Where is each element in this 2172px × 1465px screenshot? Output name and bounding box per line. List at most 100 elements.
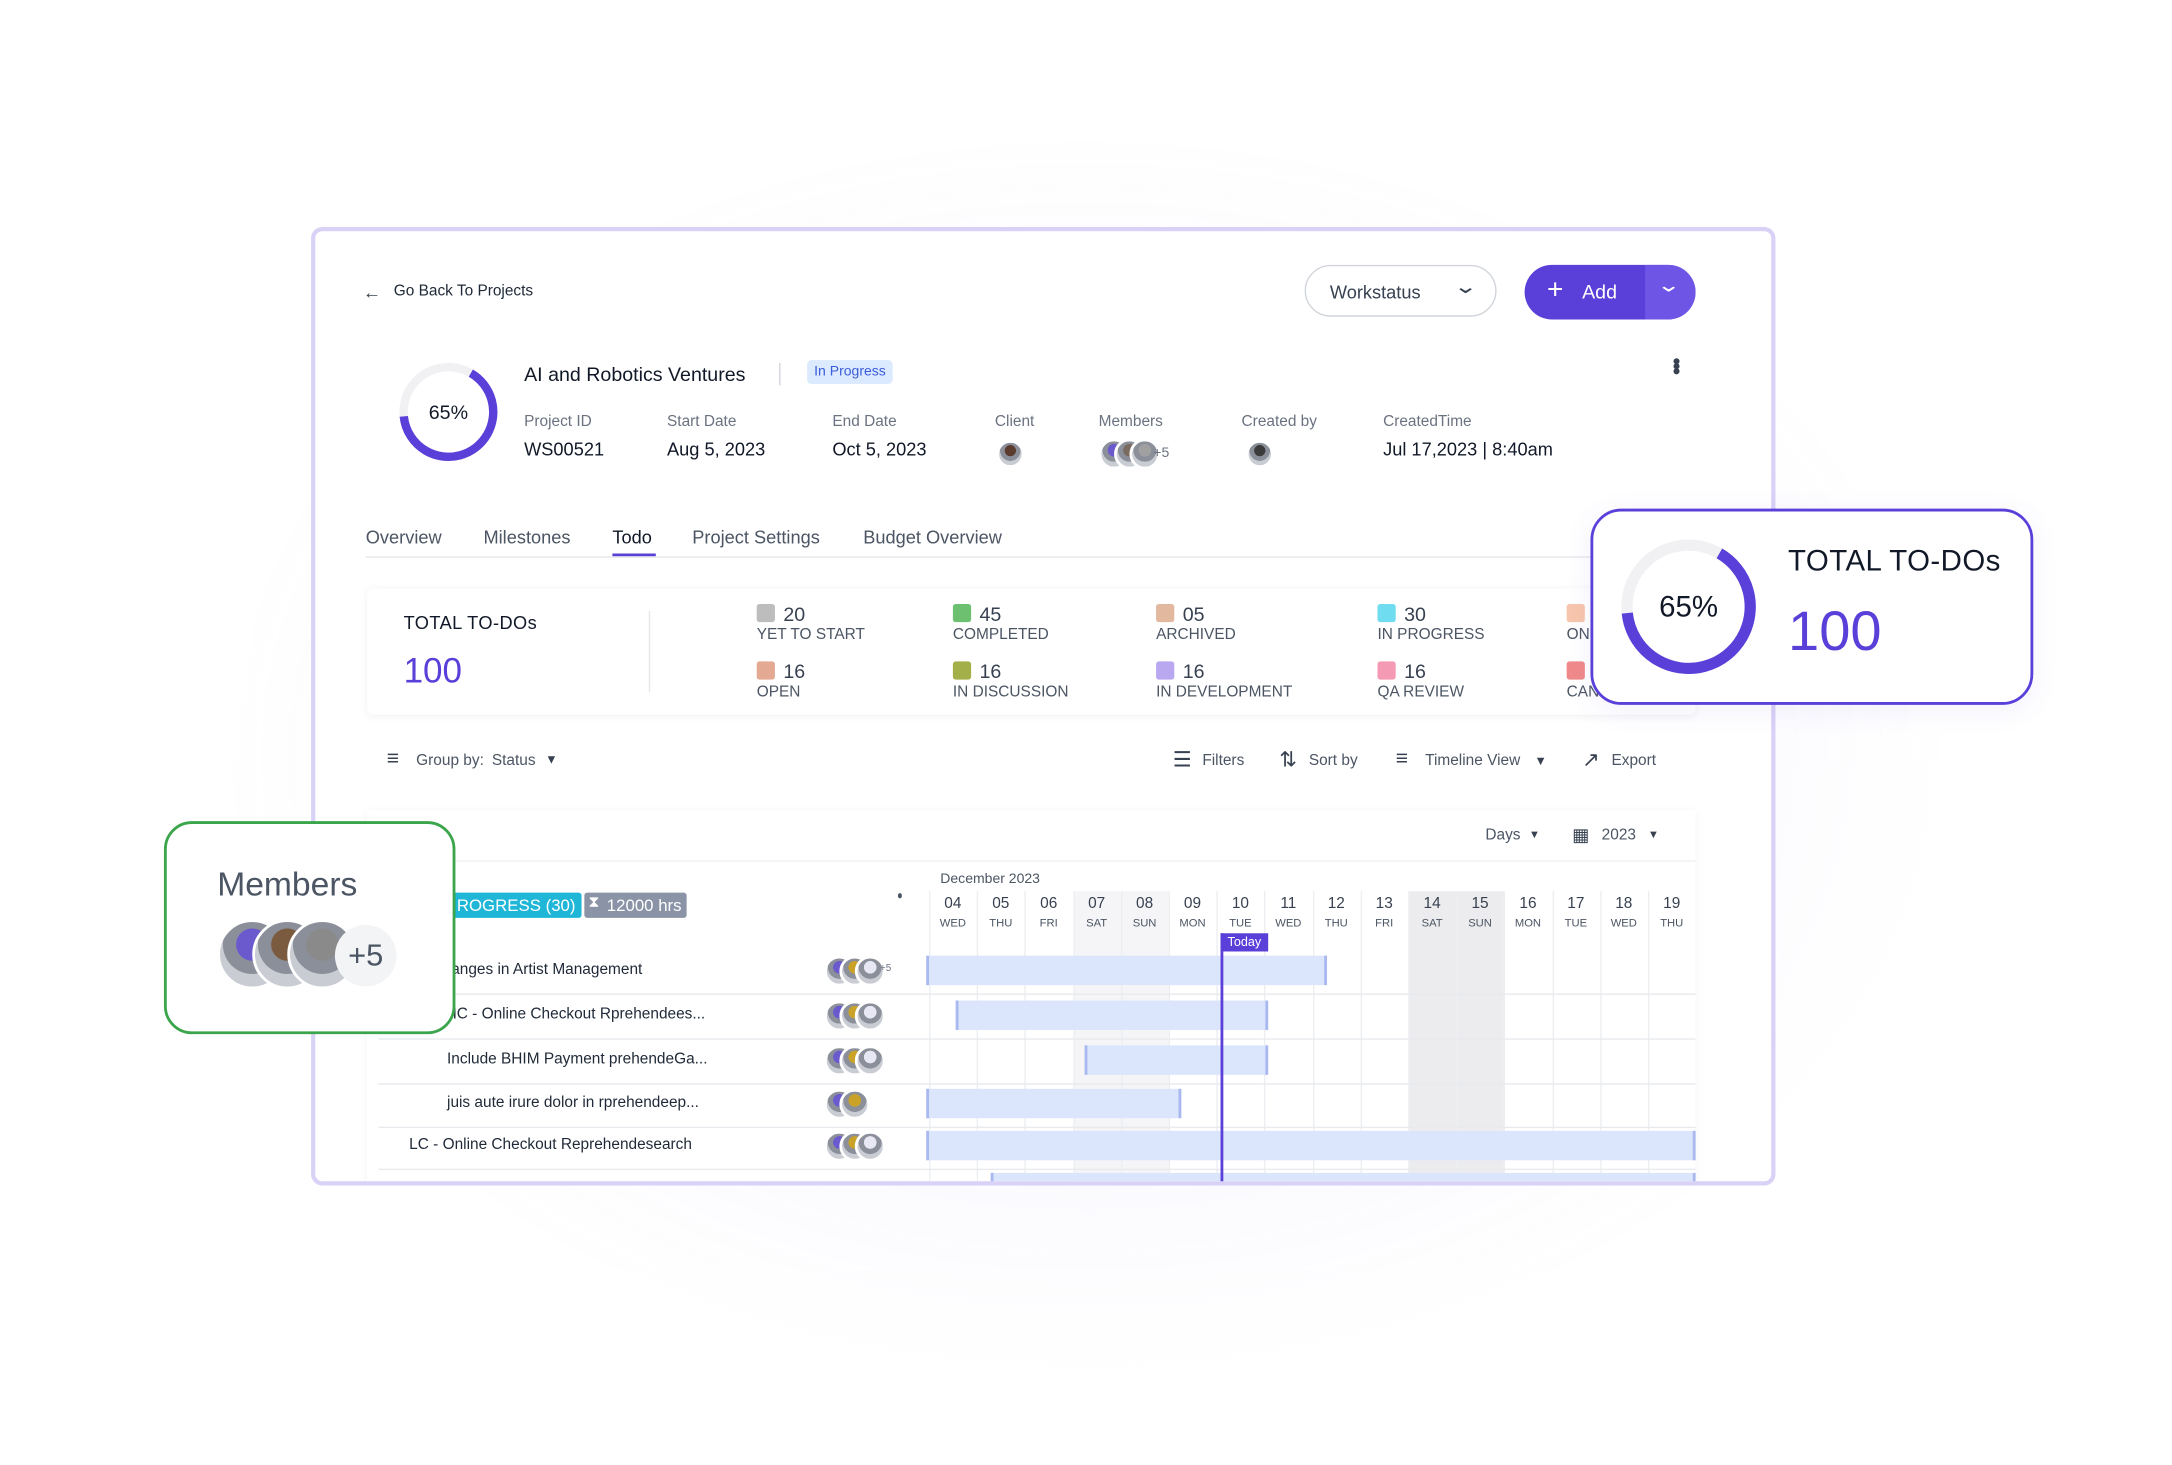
day: 15 bbox=[1471, 895, 1489, 913]
day-gridline bbox=[1552, 891, 1554, 1182]
task-name: LC - Online Checkout Reprehendesearch bbox=[409, 1136, 692, 1154]
day-gridline bbox=[1024, 891, 1027, 1182]
day-gridline bbox=[1408, 891, 1410, 1182]
progress-donut bbox=[1621, 539, 1756, 675]
row-rule bbox=[378, 993, 1696, 995]
day: 18 bbox=[1615, 895, 1633, 913]
status-label: IN DEVELOPMENT bbox=[1156, 683, 1293, 701]
view[interactable]: Timeline View bbox=[1425, 752, 1521, 770]
status-label: OPEN bbox=[756, 683, 801, 701]
caret: ▼ bbox=[545, 752, 558, 767]
task-name: HC - Online Checkout Rprehendees... bbox=[445, 1006, 706, 1023]
status-count: 16 bbox=[979, 660, 1002, 683]
task-bar bbox=[990, 1172, 1696, 1182]
tab-rule bbox=[365, 556, 1696, 558]
group-by[interactable]: Group by: bbox=[416, 752, 484, 770]
day: 06 bbox=[1040, 895, 1058, 913]
members-plus: +5 bbox=[334, 924, 397, 987]
task-bar bbox=[926, 955, 1328, 986]
tool-icon: ≡ bbox=[1395, 746, 1408, 771]
weekday: TUE bbox=[1229, 916, 1252, 930]
day: 08 bbox=[1135, 895, 1154, 913]
status-swatch bbox=[952, 661, 972, 680]
group-value[interactable]: Status bbox=[491, 752, 536, 770]
tab[interactable]: Project Settings bbox=[692, 526, 820, 548]
day-gridline bbox=[1216, 891, 1218, 1182]
task-bar bbox=[926, 1130, 1696, 1161]
tool-icon: ≡ bbox=[386, 746, 400, 771]
timeline-rule bbox=[367, 860, 1696, 862]
sort[interactable]: Sort by bbox=[1308, 752, 1358, 770]
scale[interactable]: Days bbox=[1485, 826, 1521, 844]
weekday: THU bbox=[1660, 916, 1684, 930]
tool-icon: ☰ bbox=[1172, 748, 1192, 773]
field-label: CreatedTime bbox=[1383, 413, 1472, 431]
status-label: COMPLETED bbox=[952, 626, 1049, 644]
weekday: TUE bbox=[1564, 916, 1588, 930]
hours-badge: 12000 hrs bbox=[584, 892, 688, 918]
overlay-title: TOTAL TO-DOs bbox=[1788, 545, 2001, 578]
add-button[interactable]: + Add ⌄ bbox=[1524, 264, 1696, 320]
avatar bbox=[854, 1045, 886, 1077]
avatar bbox=[839, 1088, 871, 1120]
day-gridline bbox=[976, 891, 979, 1182]
row-extra: +5 bbox=[880, 964, 892, 974]
donut-arc bbox=[399, 362, 498, 462]
tool-icon: ↗ bbox=[1582, 748, 1600, 773]
status-swatch bbox=[1566, 603, 1585, 623]
weekday: WED bbox=[1275, 916, 1302, 930]
tab[interactable]: Budget Overview bbox=[863, 526, 1002, 548]
status-count: 30 bbox=[1404, 602, 1426, 625]
members-title: Members bbox=[217, 866, 358, 904]
tab[interactable]: Milestones bbox=[483, 526, 571, 548]
weekday: MON bbox=[1179, 916, 1206, 930]
task-bar bbox=[1084, 1045, 1269, 1075]
summary-title: TOTAL TO-DOs bbox=[403, 612, 538, 634]
year[interactable]: 2023 bbox=[1601, 826, 1636, 844]
status-swatch bbox=[1377, 661, 1396, 680]
status-count: 16 bbox=[783, 660, 806, 683]
hourglass: ⧗ bbox=[588, 894, 600, 911]
task-bar bbox=[926, 1088, 1182, 1119]
day-gridline bbox=[1456, 891, 1458, 1182]
weekday: FRI bbox=[1375, 916, 1394, 930]
field-label: Members bbox=[1098, 413, 1163, 431]
status-count: 45 bbox=[979, 602, 1002, 625]
status-label: ARCHIVED bbox=[1156, 626, 1236, 644]
progress-label: 65% bbox=[428, 400, 469, 424]
day-gridline bbox=[1360, 891, 1362, 1182]
day-gridline bbox=[1264, 891, 1266, 1182]
day-gridline bbox=[1647, 891, 1650, 1182]
task-name: anges in Artist Management bbox=[451, 961, 643, 979]
field-value: Oct 5, 2023 bbox=[832, 438, 927, 460]
day-gridline bbox=[1168, 891, 1171, 1182]
status-count: 16 bbox=[1182, 660, 1205, 683]
donut-arc bbox=[1621, 539, 1756, 675]
day: 17 bbox=[1567, 895, 1585, 913]
day-gridline bbox=[1504, 891, 1506, 1182]
back-link[interactable]: Go Back To Projects bbox=[393, 283, 534, 300]
status-label: QA REVIEW bbox=[1377, 683, 1465, 701]
group-badge: ROGRESS (30) bbox=[451, 892, 582, 918]
day: 14 bbox=[1423, 895, 1441, 913]
add-chevron: ⌄ bbox=[1656, 273, 1682, 296]
day-gridline bbox=[929, 891, 931, 1182]
weekday: THU bbox=[1324, 916, 1348, 930]
status-label: YET TO START bbox=[756, 626, 865, 644]
weekday: SUN bbox=[1132, 916, 1157, 930]
avatar bbox=[996, 440, 1025, 469]
summary-divider bbox=[648, 610, 651, 693]
weekday: FRI bbox=[1039, 916, 1058, 930]
day: 05 bbox=[992, 895, 1010, 913]
export[interactable]: Export bbox=[1611, 752, 1657, 770]
workspace-select[interactable]: Workstatus ⌄ bbox=[1304, 264, 1497, 317]
tab[interactable]: Overview bbox=[365, 526, 442, 548]
filters[interactable]: Filters bbox=[1202, 752, 1245, 770]
row-rule bbox=[378, 1083, 1696, 1085]
task-name: juis aute irure dolor in rprehendeep... bbox=[447, 1094, 699, 1112]
tab[interactable]: Todo bbox=[612, 526, 652, 548]
weekday: WED bbox=[1610, 916, 1637, 930]
avatar bbox=[854, 1000, 886, 1032]
row-rule bbox=[378, 1168, 1696, 1171]
